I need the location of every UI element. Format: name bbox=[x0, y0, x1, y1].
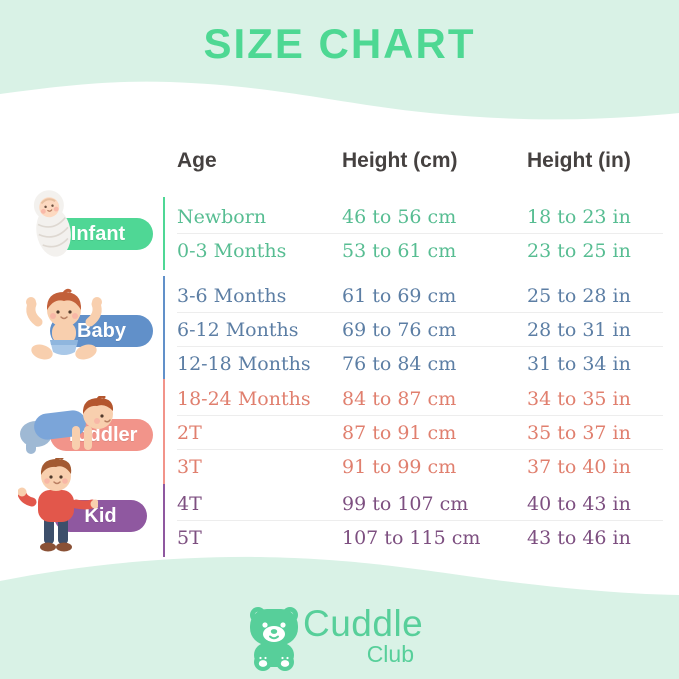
cell-age: 0-3 Months bbox=[177, 239, 287, 262]
cell-age: 2T bbox=[177, 421, 202, 444]
cell-height-in: 35 to 37 in bbox=[527, 421, 631, 444]
cell-height-in: 40 to 43 in bbox=[527, 492, 631, 515]
page-title: SIZE CHART bbox=[203, 20, 476, 67]
brand-name-secondary: Club bbox=[366, 641, 414, 667]
cell-height-in: 18 to 23 in bbox=[527, 205, 631, 228]
cell-height-cm: 53 to 61 cm bbox=[342, 239, 457, 262]
group-kid: 4T 99 to 107 cm 40 to 43 in 5T 107 to 11… bbox=[163, 484, 663, 557]
toddler-illustration bbox=[20, 396, 114, 454]
table-row: 0-3 Months 53 to 61 cm 23 to 25 in bbox=[177, 234, 663, 267]
table-row: 3T 91 to 99 cm 37 to 40 in bbox=[177, 450, 663, 483]
col-header-height-in: Height (in) bbox=[527, 149, 631, 172]
cell-age: 5T bbox=[177, 526, 202, 549]
cell-height-in: 31 to 34 in bbox=[527, 352, 631, 375]
brand-logo: Cuddle Club bbox=[246, 602, 423, 674]
cell-height-in: 25 to 28 in bbox=[527, 284, 631, 307]
group-infant: Newborn 46 to 56 cm 18 to 23 in 0-3 Mont… bbox=[163, 197, 663, 270]
swaddled-infant-illustration bbox=[33, 190, 71, 257]
cell-age: 4T bbox=[177, 492, 202, 515]
cell-height-in: 34 to 35 in bbox=[527, 387, 631, 410]
table-row: 3-6 Months 61 to 69 cm 25 to 28 in bbox=[177, 279, 663, 313]
kid-label: Kid bbox=[84, 504, 117, 527]
cell-age: 6-12 Months bbox=[177, 318, 299, 341]
table-row: 4T 99 to 107 cm 40 to 43 in bbox=[177, 487, 663, 521]
kid-illustration bbox=[18, 458, 98, 552]
group-toddler: 18-24 Months 84 to 87 cm 34 to 35 in 2T … bbox=[163, 379, 663, 486]
table-row: 12-18 Months 76 to 84 cm 31 to 34 in bbox=[177, 347, 663, 380]
cell-height-in: 23 to 25 in bbox=[527, 239, 631, 262]
top-wave-decoration bbox=[0, 0, 679, 120]
table-header: Age Height (cm) Height (in) bbox=[163, 149, 663, 173]
table-row: 5T 107 to 115 cm 43 to 46 in bbox=[177, 521, 663, 554]
table-row: 18-24 Months 84 to 87 cm 34 to 35 in bbox=[177, 382, 663, 416]
cell-height-cm: 91 to 99 cm bbox=[342, 455, 457, 478]
baby-illustration bbox=[26, 288, 102, 360]
cell-age: 18-24 Months bbox=[177, 387, 311, 410]
cell-height-cm: 87 to 91 cm bbox=[342, 421, 457, 444]
table-row: 2T 87 to 91 cm 35 to 37 in bbox=[177, 416, 663, 450]
cell-age: Newborn bbox=[177, 205, 267, 228]
col-header-height-cm: Height (cm) bbox=[342, 149, 458, 172]
cell-height-cm: 46 to 56 cm bbox=[342, 205, 457, 228]
brand-name-primary: Cuddle bbox=[303, 603, 424, 644]
cell-height-cm: 61 to 69 cm bbox=[342, 284, 457, 307]
cell-height-in: 28 to 31 in bbox=[527, 318, 631, 341]
col-header-age: Age bbox=[177, 149, 217, 172]
cell-height-in: 43 to 46 in bbox=[527, 526, 631, 549]
group-baby: 3-6 Months 61 to 69 cm 25 to 28 in 6-12 … bbox=[163, 276, 663, 383]
bottom-wave-decoration bbox=[0, 556, 679, 679]
table-row: Newborn 46 to 56 cm 18 to 23 in bbox=[177, 200, 663, 234]
cell-height-cm: 99 to 107 cm bbox=[342, 492, 469, 515]
infant-label: Infant bbox=[70, 222, 126, 245]
cell-height-cm: 107 to 115 cm bbox=[342, 526, 481, 549]
cell-age: 3-6 Months bbox=[177, 284, 287, 307]
cell-height-cm: 76 to 84 cm bbox=[342, 352, 457, 375]
cell-height-cm: 69 to 76 cm bbox=[342, 318, 457, 341]
cell-age: 3T bbox=[177, 455, 202, 478]
cell-height-in: 37 to 40 in bbox=[527, 455, 631, 478]
cell-height-cm: 84 to 87 cm bbox=[342, 387, 457, 410]
cell-age: 12-18 Months bbox=[177, 352, 311, 375]
table-row: 6-12 Months 69 to 76 cm 28 to 31 in bbox=[177, 313, 663, 347]
teddy-bear-icon bbox=[250, 607, 298, 671]
